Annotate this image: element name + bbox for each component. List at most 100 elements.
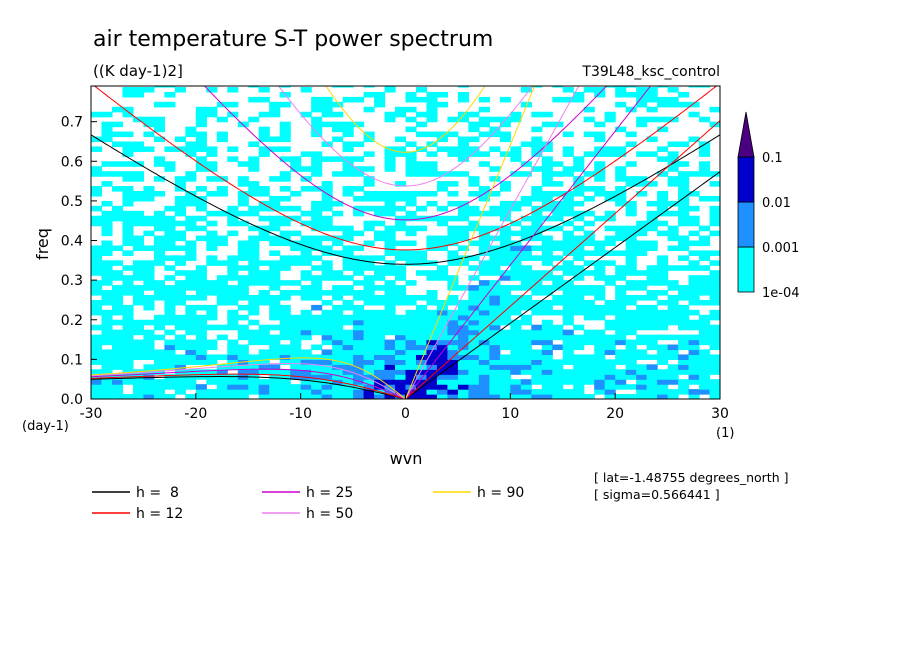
heatmap-cell bbox=[122, 200, 134, 207]
heatmap-cell bbox=[541, 121, 553, 128]
heatmap-cell bbox=[111, 359, 124, 365]
heatmap-cell bbox=[269, 295, 281, 301]
heatmap-cell bbox=[604, 389, 616, 395]
heatmap-cell bbox=[426, 354, 438, 360]
heatmap-cell bbox=[510, 285, 522, 291]
heatmap-cell bbox=[426, 319, 438, 326]
heatmap-cell bbox=[395, 314, 407, 321]
heatmap-cell bbox=[636, 101, 648, 108]
heatmap-cell bbox=[499, 354, 511, 360]
heatmap-cell bbox=[657, 116, 669, 123]
heatmap-cell bbox=[111, 309, 124, 316]
heatmap-cell bbox=[657, 369, 669, 375]
heatmap-cell bbox=[489, 344, 501, 351]
heatmap-cell bbox=[311, 210, 323, 217]
heatmap-cell bbox=[678, 205, 690, 212]
heatmap-cell bbox=[363, 369, 375, 375]
heatmap-cell bbox=[279, 230, 291, 237]
heatmap-cell bbox=[457, 319, 469, 326]
heatmap-cell bbox=[321, 200, 333, 207]
heatmap-cell bbox=[269, 389, 281, 395]
heatmap-cell bbox=[311, 384, 323, 390]
heatmap-cell bbox=[269, 136, 281, 143]
heatmap-cell bbox=[489, 250, 501, 256]
heatmap-cell bbox=[206, 309, 218, 316]
heatmap-cell bbox=[657, 205, 669, 212]
heatmap-cell bbox=[279, 156, 291, 162]
heatmap-cell bbox=[227, 230, 239, 237]
heatmap-cell bbox=[91, 359, 103, 365]
heatmap-cell bbox=[583, 270, 595, 276]
heatmap-cell bbox=[604, 394, 616, 399]
heatmap-cell bbox=[510, 200, 522, 207]
heatmap-cell bbox=[657, 290, 669, 296]
heatmap-cell bbox=[489, 131, 501, 138]
heatmap-cell bbox=[667, 379, 679, 385]
heatmap-cell bbox=[132, 324, 145, 331]
heatmap-cell bbox=[101, 250, 113, 256]
heatmap-cell bbox=[688, 354, 700, 360]
heatmap-cell bbox=[279, 195, 291, 202]
heatmap-cell bbox=[374, 324, 386, 331]
heatmap-cell bbox=[143, 131, 155, 138]
heatmap-cell bbox=[290, 394, 302, 399]
heatmap-cell bbox=[468, 285, 480, 291]
heatmap-cell bbox=[426, 240, 438, 247]
heatmap-cell bbox=[174, 186, 186, 192]
heatmap-cell bbox=[384, 364, 396, 370]
heatmap-cell bbox=[353, 369, 365, 375]
heatmap-cell bbox=[552, 384, 564, 390]
heatmap-cell bbox=[625, 295, 637, 301]
heatmap-cell bbox=[363, 324, 375, 331]
heatmap-cell bbox=[216, 394, 228, 399]
heatmap-cell bbox=[657, 394, 669, 399]
heatmap-cell bbox=[237, 384, 249, 390]
heatmap-cell bbox=[447, 299, 459, 306]
heatmap-cell bbox=[594, 384, 606, 390]
heatmap-cell bbox=[269, 299, 281, 306]
heatmap-cell bbox=[384, 230, 396, 237]
heatmap-cell bbox=[405, 91, 417, 98]
heatmap-cell bbox=[153, 250, 165, 256]
heatmap-cell bbox=[667, 161, 679, 167]
heatmap-cell bbox=[667, 344, 679, 351]
heatmap-cell bbox=[185, 324, 197, 331]
heatmap-cell bbox=[415, 394, 428, 399]
heatmap-cell bbox=[342, 161, 354, 167]
heatmap-cell bbox=[111, 275, 124, 281]
heatmap-cell bbox=[646, 136, 658, 143]
heatmap-cell bbox=[216, 295, 228, 301]
heatmap-cell bbox=[311, 359, 323, 365]
heatmap-cell bbox=[279, 295, 291, 301]
heatmap-cell bbox=[646, 314, 658, 321]
heatmap-cell bbox=[510, 384, 522, 390]
heatmap-cell bbox=[478, 374, 490, 380]
y-tick-label: 0.2 bbox=[61, 313, 83, 329]
heatmap-cell bbox=[279, 215, 291, 222]
heatmap-cell bbox=[174, 200, 186, 207]
heatmap-cell bbox=[132, 349, 145, 356]
heatmap-cell bbox=[615, 374, 627, 380]
heatmap-cell bbox=[489, 304, 501, 311]
heatmap-cell bbox=[384, 245, 396, 252]
heatmap-cell bbox=[279, 280, 291, 286]
heatmap-cell bbox=[143, 116, 155, 123]
heatmap-cell bbox=[206, 190, 218, 197]
heatmap-cell bbox=[457, 210, 469, 217]
heatmap-cell bbox=[468, 329, 480, 336]
heatmap-cell bbox=[415, 324, 428, 331]
heatmap-cell bbox=[405, 314, 417, 321]
heatmap-cell bbox=[258, 349, 270, 356]
heatmap-cell bbox=[625, 255, 637, 261]
heatmap-cell bbox=[583, 379, 595, 385]
heatmap-cell bbox=[216, 275, 228, 281]
heatmap-cell bbox=[227, 156, 239, 162]
heatmap-cell bbox=[594, 161, 606, 167]
heatmap-cell bbox=[258, 369, 270, 375]
heatmap-cell bbox=[499, 181, 511, 187]
heatmap-cell bbox=[300, 295, 312, 301]
heatmap-cell bbox=[195, 156, 207, 162]
heatmap-cell bbox=[321, 186, 333, 192]
heatmap-cell bbox=[195, 275, 207, 281]
heatmap-cell bbox=[657, 126, 669, 133]
